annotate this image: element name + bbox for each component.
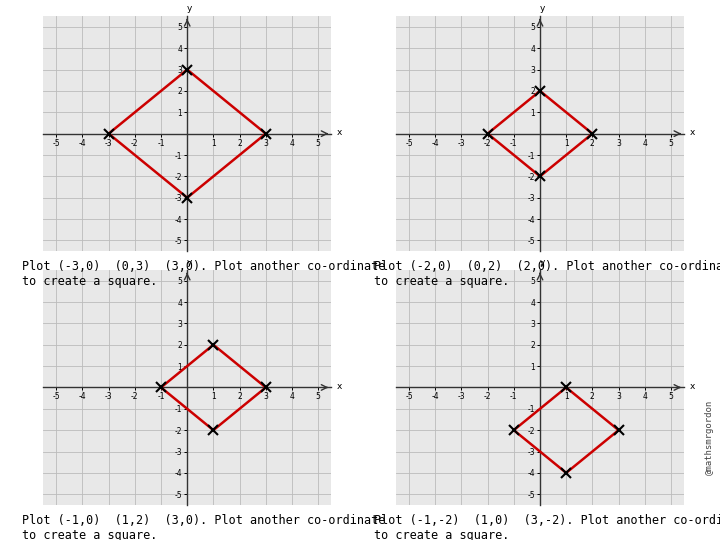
Text: y: y bbox=[540, 258, 545, 267]
Text: Plot (-3,0)  (0,3)  (3,0). Plot another co-ordinate
to create a square.: Plot (-3,0) (0,3) (3,0). Plot another co… bbox=[22, 260, 385, 288]
Text: x: x bbox=[689, 382, 695, 391]
Text: x: x bbox=[336, 128, 342, 137]
Text: y: y bbox=[540, 4, 545, 13]
Text: y: y bbox=[187, 258, 192, 267]
Text: x: x bbox=[336, 382, 342, 391]
Text: Plot (-1,-2)  (1,0)  (3,-2). Plot another co-ordinate
to create a square.: Plot (-1,-2) (1,0) (3,-2). Plot another … bbox=[374, 514, 720, 540]
Text: Plot (-2,0)  (0,2)  (2,0). Plot another co-ordinate
to create a square.: Plot (-2,0) (0,2) (2,0). Plot another co… bbox=[374, 260, 720, 288]
Text: y: y bbox=[187, 4, 192, 13]
Text: x: x bbox=[689, 128, 695, 137]
Text: @mathsmrgordon: @mathsmrgordon bbox=[706, 400, 714, 475]
Text: Plot (-1,0)  (1,2)  (3,0). Plot another co-ordinate
to create a square.: Plot (-1,0) (1,2) (3,0). Plot another co… bbox=[22, 514, 385, 540]
